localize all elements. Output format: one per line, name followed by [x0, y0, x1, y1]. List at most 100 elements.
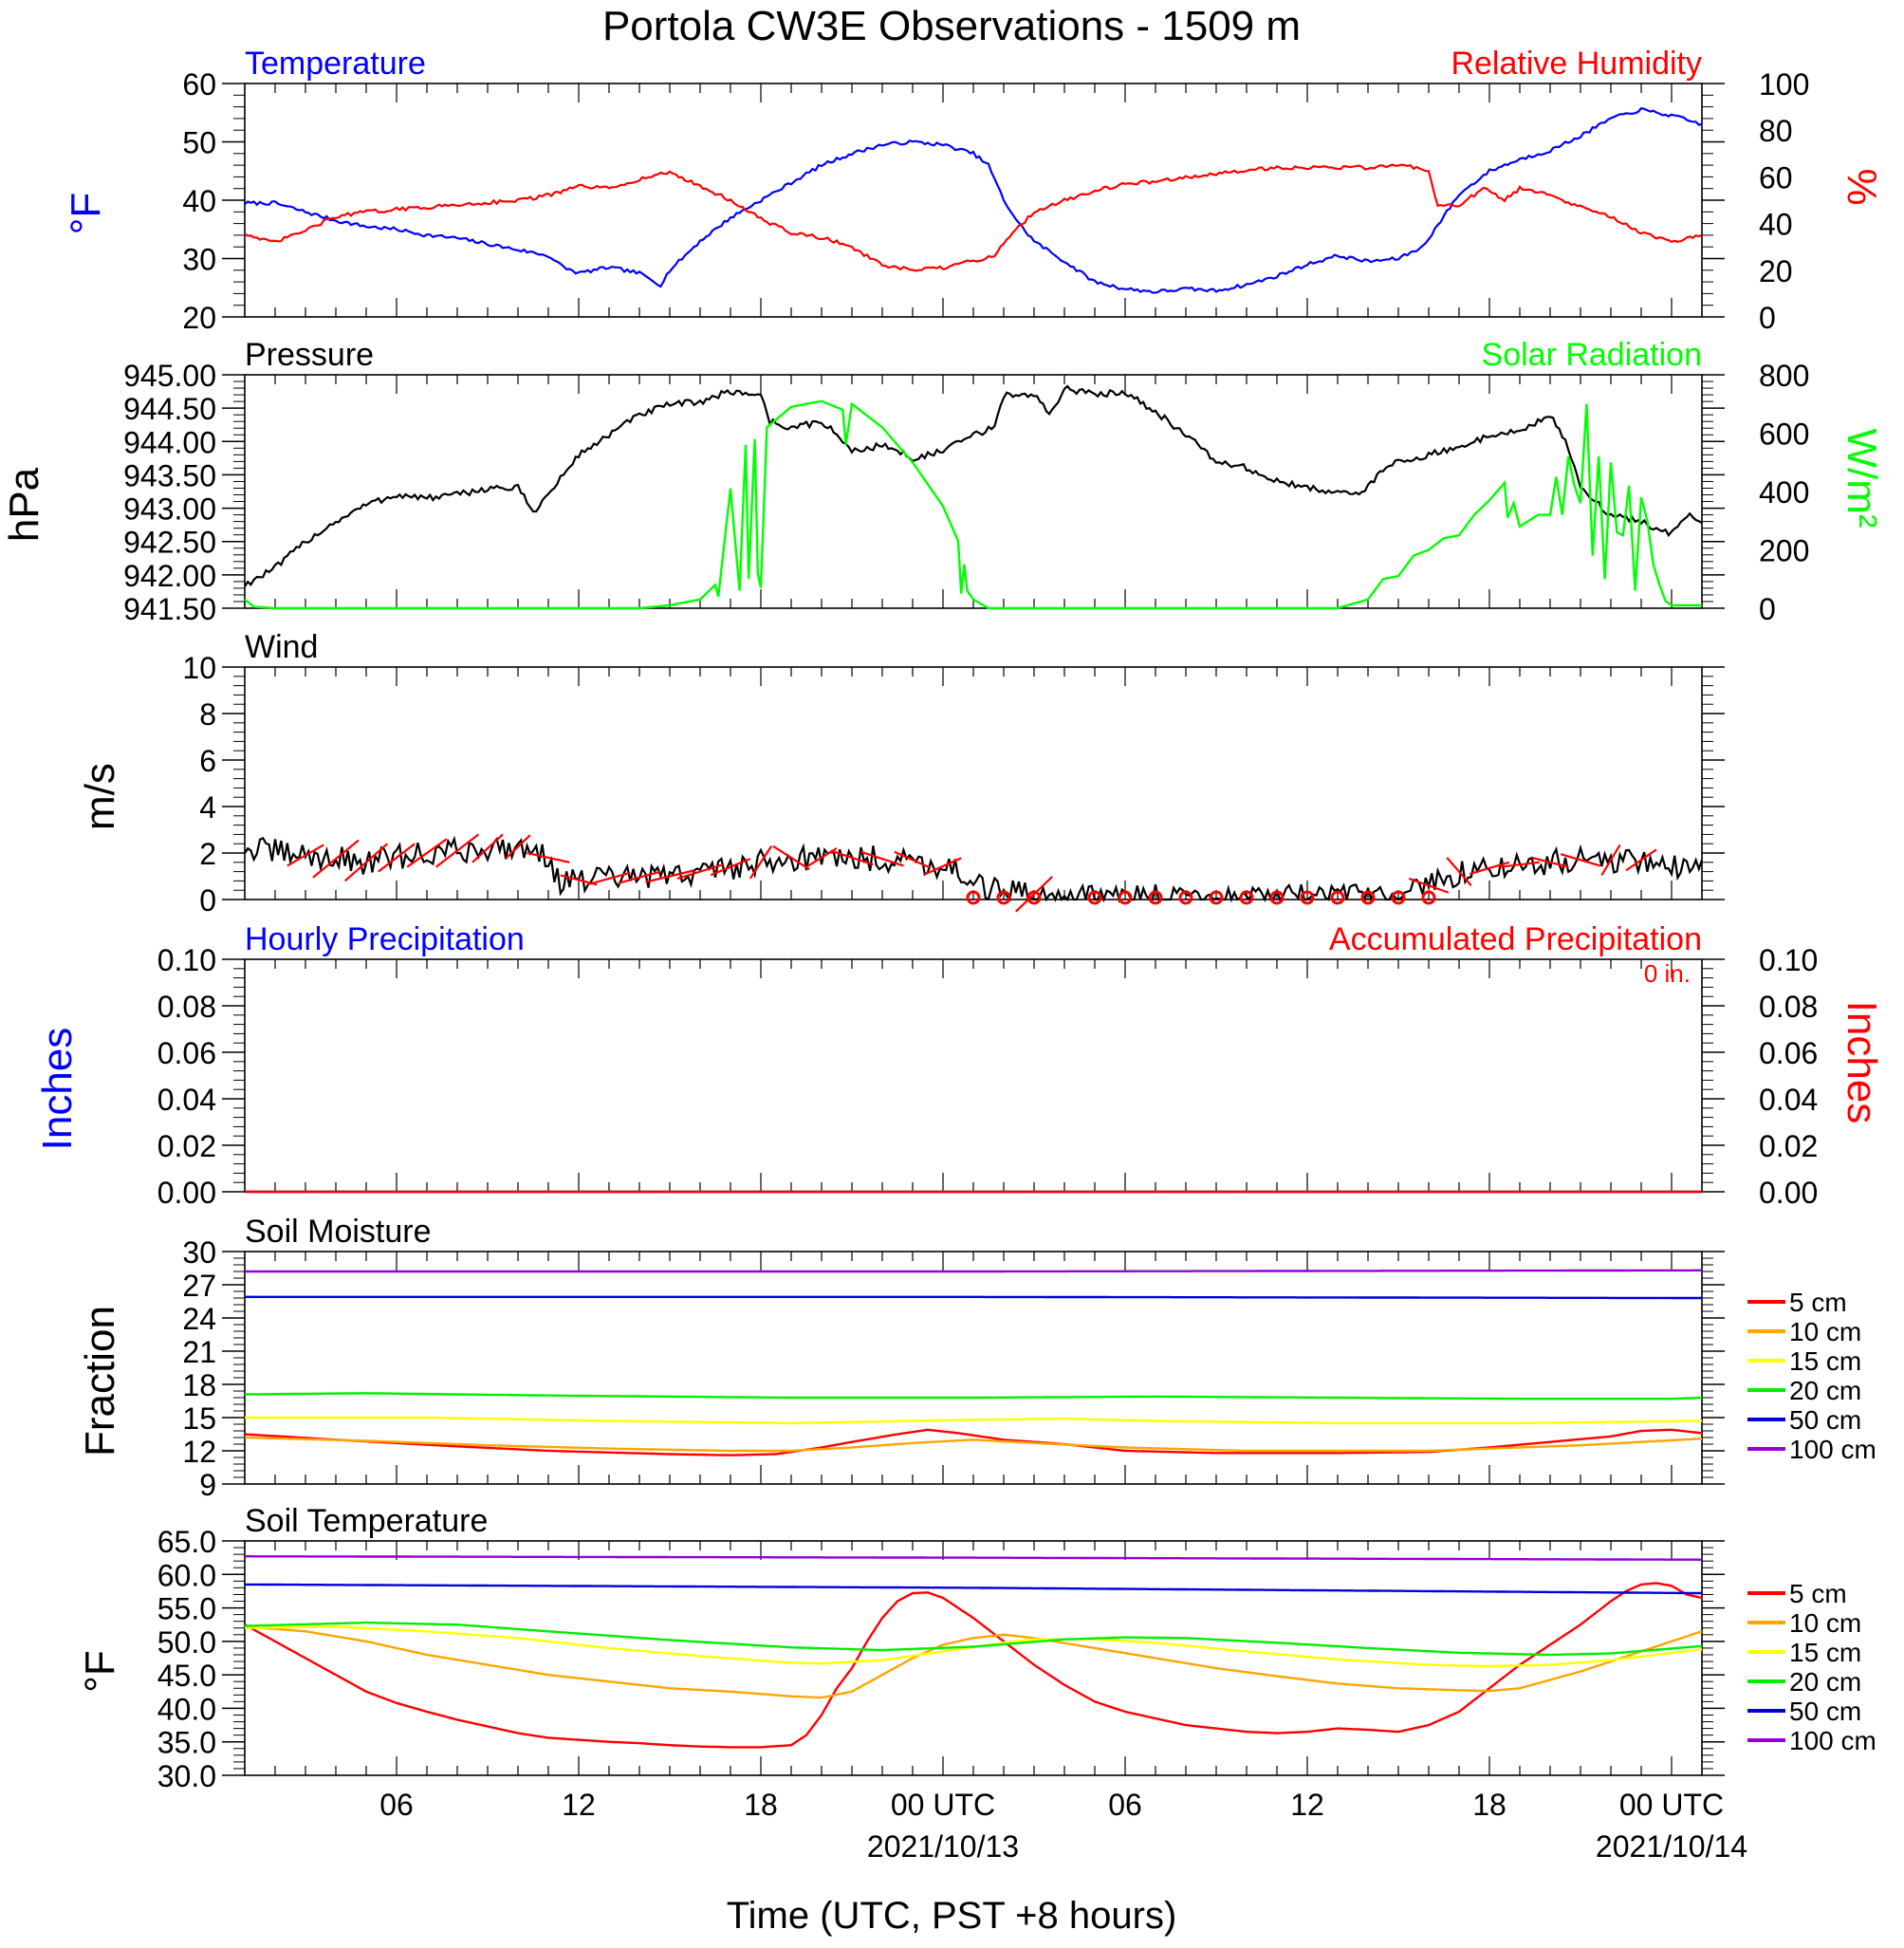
y-tick-label-left: 942.00 [123, 559, 216, 593]
legend-label: 50 cm [1789, 1697, 1861, 1726]
y-tick-label-left: 45.0 [157, 1659, 216, 1693]
calm-wind-marker [1178, 890, 1193, 905]
y-tick-label-left: 30.0 [157, 1759, 216, 1793]
wind-barb [406, 838, 448, 868]
y-tick-label-left: 18 [182, 1368, 216, 1402]
y-tick-label-left: 50 [182, 126, 216, 160]
y-tick-label-left: 0.08 [157, 990, 216, 1024]
wind-barb [505, 834, 531, 860]
panel-title-left: Soil Temperature [245, 1503, 488, 1539]
y-axis-label-left: °F [77, 1650, 123, 1692]
wind-barb [830, 849, 874, 866]
series-line [245, 1436, 1703, 1453]
calm-wind-marker [1391, 890, 1406, 905]
y-tick-label-left: 4 [199, 790, 216, 825]
series-line [244, 1582, 1703, 1749]
panel-title-left: Hourly Precipitation [245, 921, 525, 957]
legend-label: 5 cm [1789, 1579, 1847, 1608]
y-tick-label-left: 0.06 [157, 1036, 216, 1070]
y-tick-label-right: 800 [1759, 359, 1809, 393]
x-tick-label: 06 [1108, 1788, 1142, 1822]
y-tick-label-right: 400 [1759, 475, 1809, 510]
y-tick-label-right: 60 [1759, 160, 1793, 195]
y-tick-label-left: 21 [182, 1335, 216, 1369]
x-tick-label: 18 [1472, 1788, 1507, 1822]
y-tick-label-left: 27 [182, 1269, 216, 1303]
x-tick-label: 00 UTC [891, 1788, 995, 1822]
legend-label: 5 cm [1789, 1288, 1847, 1317]
calm-wind-marker [1239, 890, 1254, 905]
y-tick-label-left: 40 [182, 184, 216, 218]
y-tick-label-right: 80 [1759, 114, 1793, 148]
y-tick-label-right: 0 [1759, 592, 1776, 626]
y-tick-label-left: 55.0 [157, 1592, 216, 1626]
series-line [244, 835, 1704, 904]
y-tick-label-right: 600 [1759, 417, 1809, 452]
y-tick-label-left: 0 [199, 883, 216, 918]
panel-precipitation: 0.00 0.02 0.04 0.06 0.08 0.10 0.00 0.02 0.04 0.06… [34, 921, 1885, 1210]
y-tick-label-left: 0.00 [157, 1176, 216, 1210]
y-tick-label-right: 0 [1759, 301, 1776, 335]
calm-wind-marker [1300, 890, 1315, 905]
panel-title-left: Pressure [245, 337, 374, 373]
y-tick-label-left: 40.0 [157, 1692, 216, 1726]
series-line [244, 106, 1703, 294]
calm-wind-marker [1209, 890, 1224, 905]
legend-label: 10 cm [1789, 1317, 1861, 1346]
y-tick-label-left: 0.10 [157, 943, 216, 977]
x-tick-label: 00 UTC [1619, 1788, 1724, 1822]
calm-wind-marker [1148, 890, 1163, 905]
wind-barb [1408, 877, 1450, 894]
y-axis-label-left: Fraction [77, 1306, 123, 1456]
wind-barb [710, 858, 751, 877]
panel-title-left: Soil Moisture [245, 1214, 432, 1250]
wind-barb [1469, 861, 1510, 876]
wind-barb [924, 857, 962, 876]
y-axis-label-left: Inches [34, 1028, 81, 1151]
y-axis-label-left: m/s [77, 763, 123, 830]
y-tick-label-left: 944.50 [123, 392, 216, 426]
panel-title-left: Wind [245, 629, 318, 665]
calm-wind-marker [966, 890, 981, 905]
y-tick-label-left: 6 [199, 744, 216, 778]
x-tick-label: 18 [744, 1788, 778, 1822]
y-tick-label-left: 10 [182, 651, 216, 685]
calm-wind-marker [1087, 890, 1102, 905]
wind-barb [860, 850, 904, 867]
wind-barb [1015, 876, 1053, 913]
y-axis-label-left: °F [63, 193, 109, 234]
y-tick-label-left: 945.00 [123, 359, 216, 393]
wind-barb [1560, 853, 1601, 867]
panel-title-right: Solar Radiation [1482, 337, 1702, 373]
wind-barb [1531, 856, 1569, 868]
y-tick-label-right: 20 [1759, 254, 1793, 288]
calm-wind-marker [1421, 890, 1436, 905]
y-tick-label-left: 943.50 [123, 458, 216, 492]
wind-barb [471, 833, 504, 863]
series-line [245, 1416, 1702, 1424]
wind-barb [378, 843, 416, 873]
y-tick-label-left: 942.50 [123, 526, 216, 560]
calm-wind-marker [1118, 890, 1133, 905]
y-tick-label-right: 40 [1759, 208, 1793, 242]
y-tick-label-right: 200 [1759, 534, 1809, 568]
wind-barb [587, 871, 631, 886]
y-tick-label-left: 9 [199, 1468, 216, 1502]
legend-label: 100 cm [1789, 1435, 1876, 1464]
series-line [244, 163, 1703, 272]
figure-title: Portola CW3E Observations - 1509 m [602, 3, 1301, 49]
x-tick-date: 2021/10/13 [867, 1829, 1019, 1864]
calm-wind-marker [1026, 890, 1042, 905]
panel-frame [244, 1540, 1703, 1776]
legend-label: 50 cm [1789, 1405, 1861, 1435]
wind-barb [1500, 861, 1540, 868]
y-tick-label-right: 100 [1759, 67, 1809, 102]
y-tick-label-left: 15 [182, 1401, 216, 1436]
wind-barb [434, 833, 480, 868]
series-line [244, 1625, 1703, 1699]
wind-barb [1600, 844, 1621, 876]
x-tick-label: 12 [562, 1788, 596, 1822]
y-tick-label-left: 60.0 [157, 1558, 216, 1592]
y-tick-label-right: 0.04 [1759, 1083, 1818, 1117]
